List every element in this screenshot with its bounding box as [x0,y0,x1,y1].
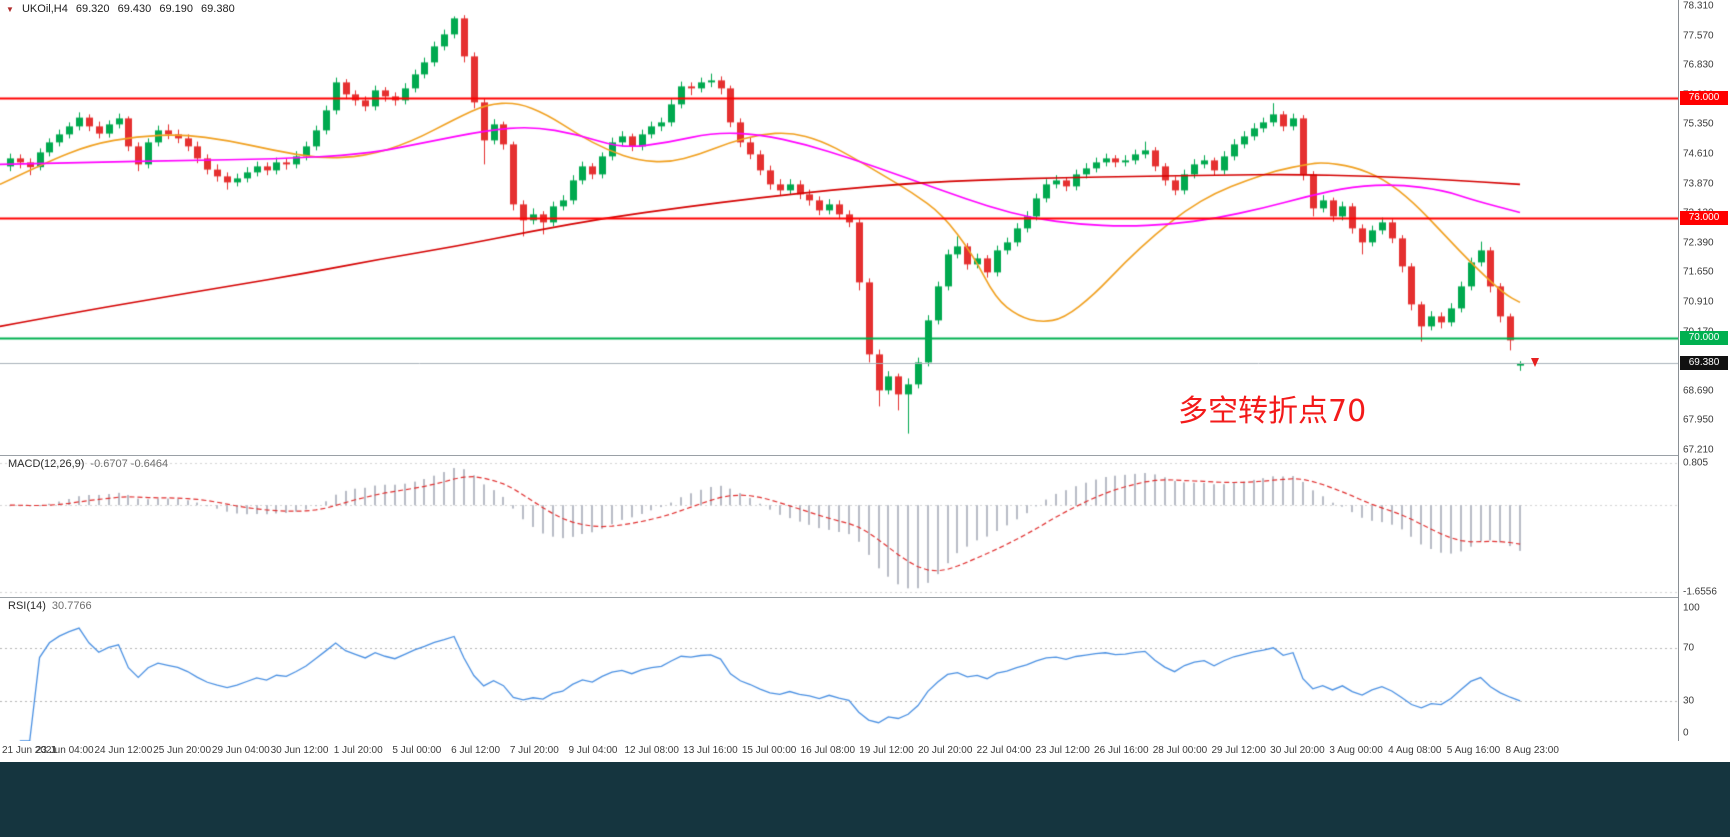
price-badge: 69.380 [1680,356,1728,371]
bottom-bar [0,762,1730,837]
ohlc-high: 69.430 [117,3,152,15]
symbol-label: UKOil,H4 [21,3,68,15]
price-axis-label: 74.610 [1683,148,1714,160]
macd-axis-label: -1.6556 [1683,586,1717,598]
panel-separator[interactable] [0,597,1730,598]
time-axis-label: 29 Jul 12:00 [1211,745,1266,756]
panel-separator[interactable] [0,455,1730,456]
ohlc-low: 69.190 [159,3,193,15]
rsi-value: 30.7766 [51,600,92,612]
rsi-axis-label: 70 [1683,642,1695,654]
time-axis-label: 1 Jul 20:00 [333,745,383,756]
time-axis-label: 22 Jul 04:00 [976,745,1032,756]
rsi-axis-label: 30 [1683,695,1695,707]
time-axis-label: 9 Jul 04:00 [568,745,618,756]
time-axis-label: 5 Aug 16:00 [1446,745,1501,756]
time-axis-label: 30 Jun 12:00 [270,745,329,756]
price-axis-label: 75.350 [1683,118,1714,130]
price-badge: 76.000 [1680,91,1728,106]
main-chart-canvas[interactable] [0,0,1678,455]
chart-annotation: 多空转折点70 [1178,394,1367,429]
rsi-name: RSI(14) [8,600,46,612]
time-axis-label: 8 Aug 23:00 [1505,745,1559,756]
price-axis-label: 71.650 [1683,266,1714,278]
price-badge: 70.000 [1680,331,1728,346]
time-axis-label: 7 Jul 20:00 [509,745,559,756]
time-axis-label: 3 Aug 00:00 [1329,745,1383,756]
time-axis-label: 28 Jul 00:00 [1152,745,1208,756]
price-badge: 73.000 [1680,211,1728,226]
price-axis-label: 67.210 [1683,444,1714,456]
time-axis-label: 19 Jul 12:00 [859,745,914,756]
time-axis-label: 21 Jun 2021 [2,745,58,756]
price-axis-label: 68.690 [1683,385,1714,397]
macd-axis-label: 0.805 [1683,457,1709,469]
time-axis-label: 20 Jul 20:00 [917,745,973,756]
time-axis-label: 6 Jul 12:00 [451,745,501,756]
time-axis-label: 29 Jun 04:00 [211,745,270,756]
symbol-marker-icon: ▼ [6,5,14,14]
time-axis-label: 24 Jun 12:00 [94,745,153,756]
rsi-axis-label: 0 [1683,727,1689,739]
price-axis-label: 70.910 [1683,296,1714,308]
price-axis-label: 76.830 [1683,59,1714,71]
time-axis-label: 26 Jul 16:00 [1094,745,1149,756]
ohlc-open: 69.320 [75,3,110,15]
time-axis-label: 15 Jul 00:00 [741,745,797,756]
price-axis-label: 67.950 [1683,414,1714,426]
time-axis-label: 4 Aug 08:00 [1388,745,1442,756]
rsi-panel-canvas[interactable] [0,597,1678,741]
rsi-indicator-label: RSI(14) 30.7766 [8,600,92,612]
macd-name: MACD(12,26,9) [8,458,85,470]
macd-indicator-label: MACD(12,26,9) -0.6707 -0.6464 [8,458,168,470]
current-price-arrow-icon [1531,358,1539,368]
price-axis-label: 78.310 [1683,0,1714,12]
time-axis-label: 13 Jul 16:00 [683,745,738,756]
time-axis-label: 12 Jul 08:00 [624,745,679,756]
ohlc-close: 69.380 [201,3,235,15]
time-axis-label: 5 Jul 00:00 [392,745,442,756]
macd-values: -0.6707 -0.6464 [90,458,169,470]
macd-panel-canvas[interactable] [0,455,1678,597]
time-axis-label: 25 Jun 20:00 [153,745,212,756]
time-axis-label: 30 Jul 20:00 [1270,745,1325,756]
price-axis-label: 77.570 [1683,30,1714,42]
time-axis-label: 23 Jun 04:00 [35,745,94,756]
symbol-header: ▼ UKOil,H4 69.320 69.430 69.190 69.380 [6,3,240,15]
price-axis-label: 73.870 [1683,178,1714,190]
time-axis-label: 23 Jul 12:00 [1035,745,1090,756]
rsi-axis-label: 100 [1683,602,1700,614]
price-axis[interactable]: 78.31077.57076.83076.09075.35074.61073.8… [1678,0,1730,741]
time-axis[interactable]: 21 Jun 2021 23 Jun 04:00 24 Jun 12:00 25 Ju… [0,741,1730,762]
price-axis-label: 72.390 [1683,237,1714,249]
time-axis-label: 16 Jul 08:00 [800,745,856,756]
